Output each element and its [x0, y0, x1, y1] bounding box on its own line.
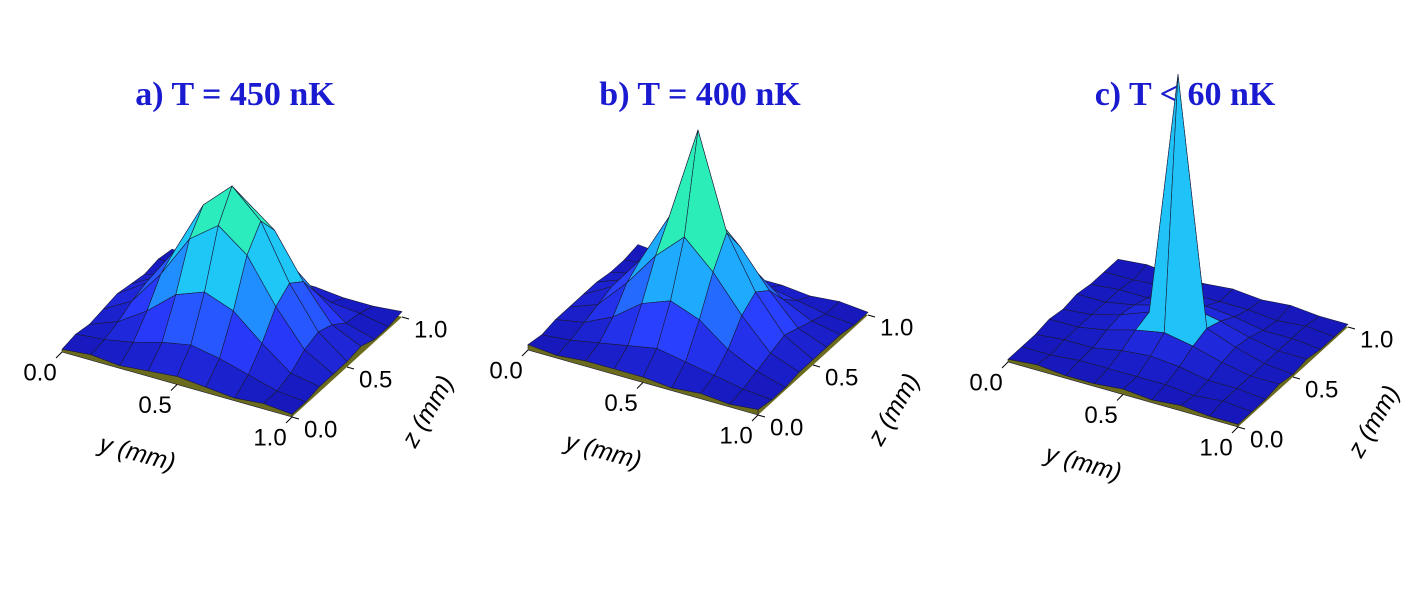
y-tick-label: 1.0: [1360, 326, 1393, 353]
panel-title: b) T = 400 nK: [599, 76, 801, 113]
x-tick: [1116, 394, 1124, 401]
x-tick: [636, 382, 644, 389]
y-tick-label: 0.5: [1305, 376, 1338, 403]
x-axis-label: y (mm): [1040, 439, 1124, 487]
surface-panel: b) T = 400 nK 0.0 0.5 1.0 0.0 0.5 1.0 y (mm) z (…: [489, 76, 925, 475]
x-tick: [521, 349, 529, 357]
y-tick-label: 0.0: [770, 414, 803, 441]
y-tick-label: 0.5: [825, 364, 858, 391]
y-tick: [346, 366, 355, 370]
y-tick: [1292, 376, 1301, 380]
x-axis-label: y (mm): [94, 429, 178, 477]
x-tick-label: 1.0: [253, 424, 286, 451]
surface-panel: c) T < 60 nK 0.0 0.5 1.0 0.0 0.5 1.0 y (mm) z (m…: [969, 74, 1406, 487]
y-tick-label: 1.0: [880, 314, 913, 341]
y-tick: [1347, 326, 1356, 330]
y-tick: [757, 414, 766, 418]
x-tick-label: 0.0: [23, 359, 56, 386]
x-tick-label: 0.5: [604, 390, 637, 417]
y-axis-label: z (mm): [396, 371, 460, 453]
x-tick: [751, 414, 759, 422]
x-tick-label: 0.0: [489, 357, 522, 384]
front-skirt: [1007, 358, 1239, 428]
y-tick: [401, 316, 410, 320]
x-axis-label: y (mm): [560, 427, 644, 475]
x-tick: [1231, 426, 1239, 434]
y-tick-label: 1.0: [414, 316, 447, 343]
x-tick: [55, 351, 63, 359]
front-skirt: [61, 348, 293, 418]
front-skirt: [527, 344, 759, 416]
y-tick-label: 0.0: [304, 416, 337, 443]
panel-title: c) T < 60 nK: [1095, 76, 1276, 113]
y-axis-label: z (mm): [1342, 381, 1406, 463]
x-tick-label: 0.5: [1084, 402, 1117, 429]
x-tick-label: 0.5: [138, 392, 171, 419]
y-tick: [812, 364, 821, 368]
x-tick: [1001, 361, 1009, 369]
x-tick: [170, 384, 178, 391]
surface-cell: [1164, 74, 1208, 347]
y-axis-label: z (mm): [862, 369, 926, 451]
x-tick-label: 1.0: [719, 422, 752, 449]
x-tick-label: 0.0: [969, 369, 1002, 396]
y-tick: [291, 416, 300, 420]
y-tick: [1237, 426, 1246, 430]
y-tick: [867, 314, 876, 318]
x-tick-label: 1.0: [1199, 434, 1232, 461]
panel-title: a) T = 450 nK: [135, 76, 335, 113]
y-tick-label: 0.0: [1250, 426, 1283, 453]
surface-panel: a) T = 450 nK 0.0 0.5 1.0 0.0 0.5 1.0 y (mm) z (…: [23, 76, 459, 477]
y-tick-label: 0.5: [359, 366, 392, 393]
x-tick: [285, 416, 293, 424]
